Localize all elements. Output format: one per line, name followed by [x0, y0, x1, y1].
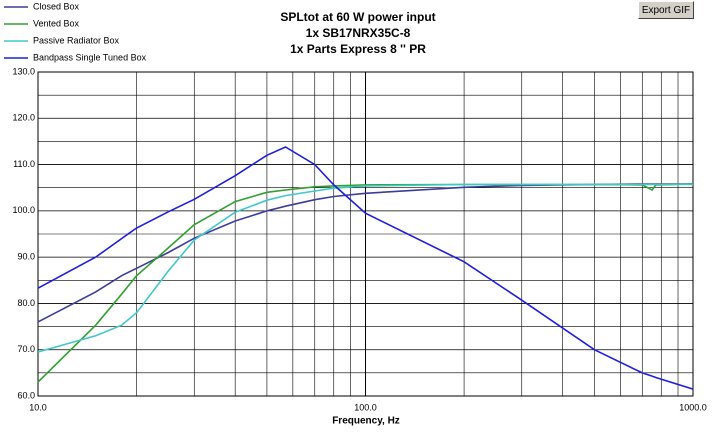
x-tick-label: 10.0: [29, 402, 47, 412]
series-line: [37, 183, 693, 353]
legend-label: Closed Box: [33, 1, 80, 11]
legend-label: Vented Box: [33, 18, 80, 28]
chart-title: 1x SB17NRX35C-8: [306, 26, 411, 40]
y-tick-label: 110.0: [13, 159, 35, 169]
y-tick-label: 80.0: [17, 298, 35, 308]
export-button[interactable]: Export GIF: [638, 1, 694, 19]
legend-label: Bandpass Single Tuned Box: [33, 52, 147, 62]
legend-label: Passive Radiator Box: [33, 35, 120, 45]
x-tick-label: 100.0: [354, 402, 377, 412]
chart-title: SPLtot at 60 W power input: [280, 10, 435, 24]
y-tick-label: 120.0: [12, 113, 35, 123]
plot-frame: [37, 71, 694, 397]
y-tick-label: 60.0: [17, 390, 35, 400]
series-line: [37, 146, 694, 390]
x-axis-label: Frequency, Hz: [332, 416, 400, 427]
y-tick-label: 70.0: [17, 344, 35, 354]
y-tick-label: 130.0: [12, 66, 35, 76]
y-tick-label: 100.0: [12, 205, 35, 215]
chart-title: 1x Parts Express 8 '' PR: [290, 42, 426, 56]
y-tick-label: 90.0: [17, 252, 35, 262]
x-tick-label: 1000.0: [679, 402, 707, 412]
